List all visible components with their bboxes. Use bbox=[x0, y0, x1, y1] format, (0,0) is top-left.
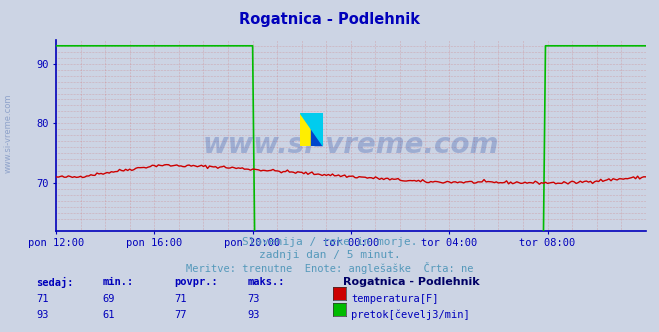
Text: 77: 77 bbox=[175, 310, 187, 320]
Text: sedaj:: sedaj: bbox=[36, 277, 74, 288]
Text: maks.:: maks.: bbox=[247, 277, 285, 287]
Polygon shape bbox=[300, 113, 323, 146]
Bar bbox=[300, 113, 312, 146]
Text: 71: 71 bbox=[175, 294, 187, 304]
Text: www.si-vreme.com: www.si-vreme.com bbox=[4, 93, 13, 173]
Text: www.si-vreme.com: www.si-vreme.com bbox=[203, 131, 499, 159]
Text: 61: 61 bbox=[102, 310, 115, 320]
Text: Meritve: trenutne  Enote: anglešaške  Črta: ne: Meritve: trenutne Enote: anglešaške Črta… bbox=[186, 262, 473, 274]
Text: zadnji dan / 5 minut.: zadnji dan / 5 minut. bbox=[258, 250, 401, 260]
Text: povpr.:: povpr.: bbox=[175, 277, 218, 287]
Bar bbox=[312, 113, 323, 146]
Text: 93: 93 bbox=[36, 310, 49, 320]
Text: 71: 71 bbox=[36, 294, 49, 304]
Text: min.:: min.: bbox=[102, 277, 133, 287]
Text: Rogatnica - Podlehnik: Rogatnica - Podlehnik bbox=[343, 277, 479, 287]
Text: Rogatnica - Podlehnik: Rogatnica - Podlehnik bbox=[239, 12, 420, 27]
Text: pretok[čevelj3/min]: pretok[čevelj3/min] bbox=[351, 310, 470, 320]
Text: Slovenija / reke in morje.: Slovenija / reke in morje. bbox=[242, 237, 417, 247]
Text: 69: 69 bbox=[102, 294, 115, 304]
Text: 73: 73 bbox=[247, 294, 260, 304]
Text: 93: 93 bbox=[247, 310, 260, 320]
Text: temperatura[F]: temperatura[F] bbox=[351, 294, 439, 304]
